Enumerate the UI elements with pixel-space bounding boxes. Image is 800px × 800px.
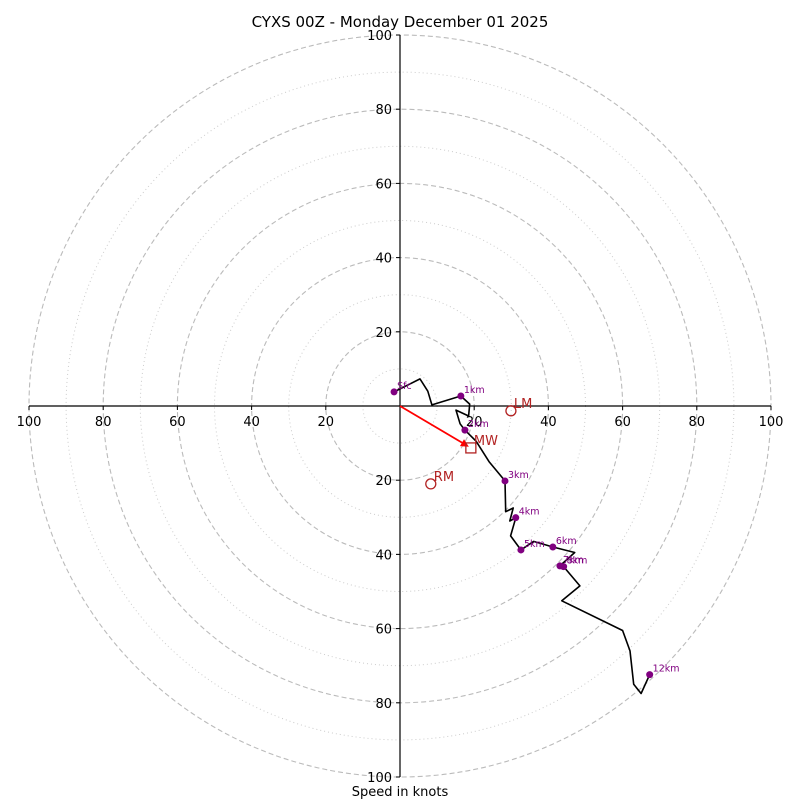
- x-tick-label: 40: [243, 415, 260, 430]
- height-label-3km: 3km: [508, 470, 529, 481]
- height-label-sfc: Sfc: [397, 381, 412, 392]
- height-marker-12km: [646, 671, 654, 679]
- height-label-4km: 4km: [519, 507, 540, 518]
- height-label-6km: 6km: [556, 536, 577, 547]
- height-label-2km: 2km: [468, 419, 489, 430]
- mean-wind-line: [399, 405, 468, 447]
- height-label-8km: 8km: [567, 556, 588, 567]
- x-tick-label: 60: [614, 415, 631, 430]
- y-tick-label: 80: [375, 103, 392, 118]
- storm-motion-markers: LM MW RM: [425, 397, 532, 490]
- x-tick-label: 60: [169, 415, 186, 430]
- x-axis-label: Speed in knots: [352, 785, 449, 800]
- height-label-12km: 12km: [653, 664, 680, 675]
- height-label-1km: 1km: [464, 385, 485, 396]
- y-tick-label: 60: [375, 177, 392, 192]
- y-tick-label: 40: [375, 252, 392, 267]
- height-marker-2km: [461, 426, 469, 434]
- height-marker-8km: [560, 563, 568, 571]
- mean-wind-vector: [399, 405, 469, 447]
- y-tick-label: 40: [375, 548, 392, 563]
- axis-ticks: 100 80 60 40 20 20 40 60 80 100 100 80 60 40 20 20 40 60 8…: [17, 29, 784, 786]
- chart-title: CYXS 00Z - Monday December 01 2025: [252, 13, 549, 31]
- storm-motion-rm-label: RM: [434, 470, 454, 485]
- y-tick-label: 20: [375, 326, 392, 341]
- height-label-7km: 7km: [563, 555, 584, 566]
- mean-wind-arrowhead: [459, 439, 469, 447]
- y-tick-label: 80: [375, 697, 392, 712]
- x-tick-label: 40: [540, 415, 557, 430]
- x-tick-label: 100: [759, 415, 784, 430]
- height-marker-6km: [549, 543, 557, 551]
- height-marker-5km: [517, 546, 525, 554]
- height-marker-3km: [501, 477, 509, 485]
- storm-motion-lm-marker: [505, 405, 517, 417]
- storm-motion-mw-marker: [465, 442, 477, 454]
- y-tick-label: 100: [367, 29, 392, 44]
- wind-profile-trace: [393, 378, 651, 695]
- x-tick-label: 80: [689, 415, 706, 430]
- storm-motion-rm-marker: [425, 478, 437, 490]
- x-tick-label: 100: [17, 415, 42, 430]
- x-tick-label: 80: [95, 415, 112, 430]
- y-tick-label: 100: [367, 771, 392, 786]
- y-tick-label: 20: [375, 474, 392, 489]
- x-tick-label: 20: [466, 415, 483, 430]
- storm-motion-mw-label: MW: [474, 434, 498, 449]
- height-marker-sfc: [390, 388, 398, 396]
- x-tick-label: 20: [318, 415, 335, 430]
- height-marker-4km: [512, 514, 520, 522]
- y-tick-label: 60: [375, 623, 392, 638]
- storm-motion-lm-label: LM: [514, 397, 532, 412]
- series-wind-profile: [393, 378, 651, 695]
- height-label-5km: 5km: [524, 539, 545, 550]
- height-marker-1km: [457, 392, 465, 400]
